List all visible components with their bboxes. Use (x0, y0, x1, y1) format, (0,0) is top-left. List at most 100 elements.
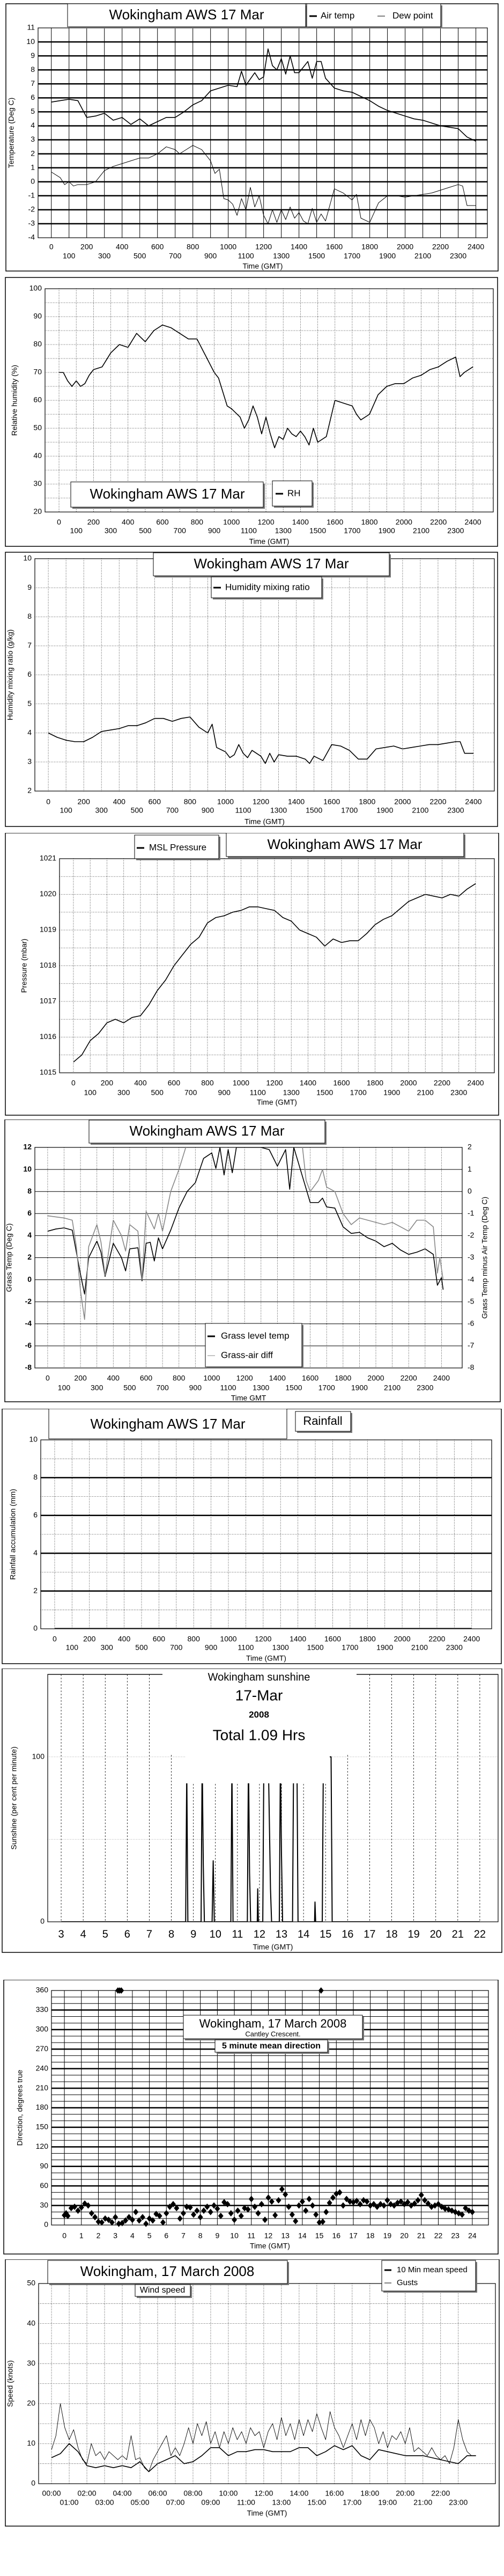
x-tick-label: 2100 (412, 806, 428, 815)
data-point-diamond (255, 2210, 261, 2217)
data-point-diamond (357, 2201, 363, 2208)
x-tick-label: 400 (122, 518, 135, 526)
x-tick-label: 1200 (236, 1374, 253, 1382)
y-tick-label: 90 (33, 312, 42, 320)
x-tick-label: 500 (135, 1643, 148, 1652)
x-tick-label: 7 (146, 1928, 152, 1940)
y-tick-label: 2 (27, 1253, 32, 1261)
x-tick-label: 700 (174, 526, 187, 535)
data-point-diamond (313, 2211, 319, 2218)
data-point-diamond (119, 2220, 125, 2227)
x-tick-label: 800 (188, 1635, 201, 1643)
chart-title: Wokingham AWS 17 Mar (130, 1123, 285, 1139)
data-point-diamond (180, 2210, 186, 2217)
x-tick-label: 14:00 (290, 2489, 308, 2498)
data-point-diamond (157, 2213, 162, 2220)
x-tick-label: 800 (191, 518, 204, 526)
x-tick-label: 4 (80, 1928, 86, 1940)
x-tick-label: 800 (173, 1374, 186, 1382)
chart-relative-humidity: 2030405060708090100010020030040050060070… (5, 277, 498, 547)
x-tick-label: 23:00 (449, 2498, 468, 2507)
y-axis-label: Grass Temp (Deg C) (5, 1223, 13, 1292)
x-tick-label: 1200 (253, 797, 269, 806)
x-tick-label: 200 (80, 243, 93, 251)
series-line-gusts (51, 2403, 472, 2472)
data-point-diamond (323, 2208, 329, 2215)
legend-label-mixing-ratio: Humidity mixing ratio (225, 582, 310, 592)
y-tick-label: 6 (27, 1209, 32, 1217)
series-line-grass-level-temp (47, 1147, 444, 1295)
x-tick-label: 900 (205, 1643, 218, 1652)
x-tick-label: 0 (46, 1374, 50, 1382)
x-tick-label: 18 (366, 2231, 375, 2240)
y-tick-label: 6 (27, 670, 32, 678)
x-tick-label: 14 (298, 1928, 309, 1940)
data-point-diamond (238, 2213, 244, 2220)
y-tick-label: 360 (36, 1986, 49, 1994)
x-tick-label: 5 (102, 1928, 108, 1940)
x-tick-label: 05:00 (130, 2498, 149, 2507)
x-tick-label: 02:00 (78, 2489, 97, 2498)
x-tick-label: 200 (74, 1374, 87, 1382)
x-tick-label: 1000 (233, 1079, 249, 1087)
data-point-diamond (106, 2216, 112, 2223)
data-point-diamond (113, 2214, 118, 2221)
data-point-diamond (78, 2204, 84, 2211)
x-tick-label: 09:00 (201, 2498, 220, 2507)
y-tick-label: 2 (31, 149, 35, 157)
data-point-diamond (72, 2204, 78, 2211)
y-tick-label: 100 (32, 1752, 45, 1760)
x-tick-label: 0 (46, 797, 50, 806)
x-tick-label: 1200 (255, 243, 272, 251)
title-box (47, 2260, 288, 2284)
x-tick-label: 1200 (257, 518, 274, 526)
x-tick-label: 2000 (394, 797, 411, 806)
data-point-diamond (374, 2204, 380, 2211)
chart-temperature-dewpoint: -4 -3 -2 -1 0 1 2 3 4 5 6 7 8 9 10 11 0 100 200 300 400 500 60… (5, 3, 499, 272)
chart-title: Wokingham, 17 March 2008 (199, 2017, 347, 2030)
x-tick-label: 1700 (341, 806, 358, 815)
x-tick-label: 200 (101, 1079, 114, 1087)
data-point-diamond (381, 2202, 387, 2209)
sunshine-total: Total 1.09 Hrs (213, 1726, 306, 1743)
x-tick-label: 0 (71, 1079, 76, 1087)
y-tick-label: 30 (40, 2200, 48, 2209)
x-tick-label: 300 (100, 1643, 113, 1652)
data-point-diamond (133, 2208, 139, 2215)
x-tick-label: 1200 (266, 1079, 283, 1087)
x-tick-label: 1100 (250, 1088, 266, 1097)
x-tick-label: 900 (202, 806, 214, 815)
y-right-tick-label: -8 (468, 1363, 475, 1372)
x-tick-label: 18 (386, 1928, 397, 1940)
y-tick-label: 8 (33, 1473, 38, 1481)
x-tick-label: 23 (451, 2231, 459, 2240)
y-tick-label: 1021 (40, 854, 56, 862)
data-point-diamond (398, 2198, 404, 2205)
data-point-diamond (405, 2199, 411, 2206)
x-tick-label: 400 (107, 1374, 120, 1382)
y-axis-label: Speed (knots) (6, 2360, 14, 2407)
y-axis-label: Temperature (Deg C) (7, 98, 16, 169)
x-tick-label: 1000 (223, 518, 240, 526)
x-tick-label: 1900 (376, 1643, 393, 1652)
x-tick-label: 16 (342, 1928, 353, 1940)
chart-year: 2008 (249, 1709, 269, 1719)
data-point-diamond (347, 2198, 353, 2205)
y-tick-label: 210 (36, 2083, 49, 2092)
title-box (67, 3, 306, 27)
data-point-diamond (170, 2201, 176, 2208)
x-tick-label: 6 (164, 2231, 168, 2240)
y-tick-label: 8 (27, 1187, 32, 1195)
x-tick-label: 1700 (344, 252, 360, 260)
x-tick-label: 1700 (342, 1643, 358, 1652)
x-axis-label: Time GMT (231, 1394, 266, 1402)
data-point-diamond (286, 2204, 292, 2211)
x-tick-label: 17 (349, 2231, 358, 2240)
y-right-tick-label: -7 (468, 1341, 475, 1350)
x-tick-label: 21 (452, 1928, 464, 1940)
x-tick-label: 700 (156, 1384, 169, 1392)
y-tick-label: 20 (27, 2399, 35, 2407)
title-box (183, 2015, 363, 2039)
plot-area (59, 858, 495, 1073)
x-axis-label: Time (GMT) (250, 2242, 290, 2250)
